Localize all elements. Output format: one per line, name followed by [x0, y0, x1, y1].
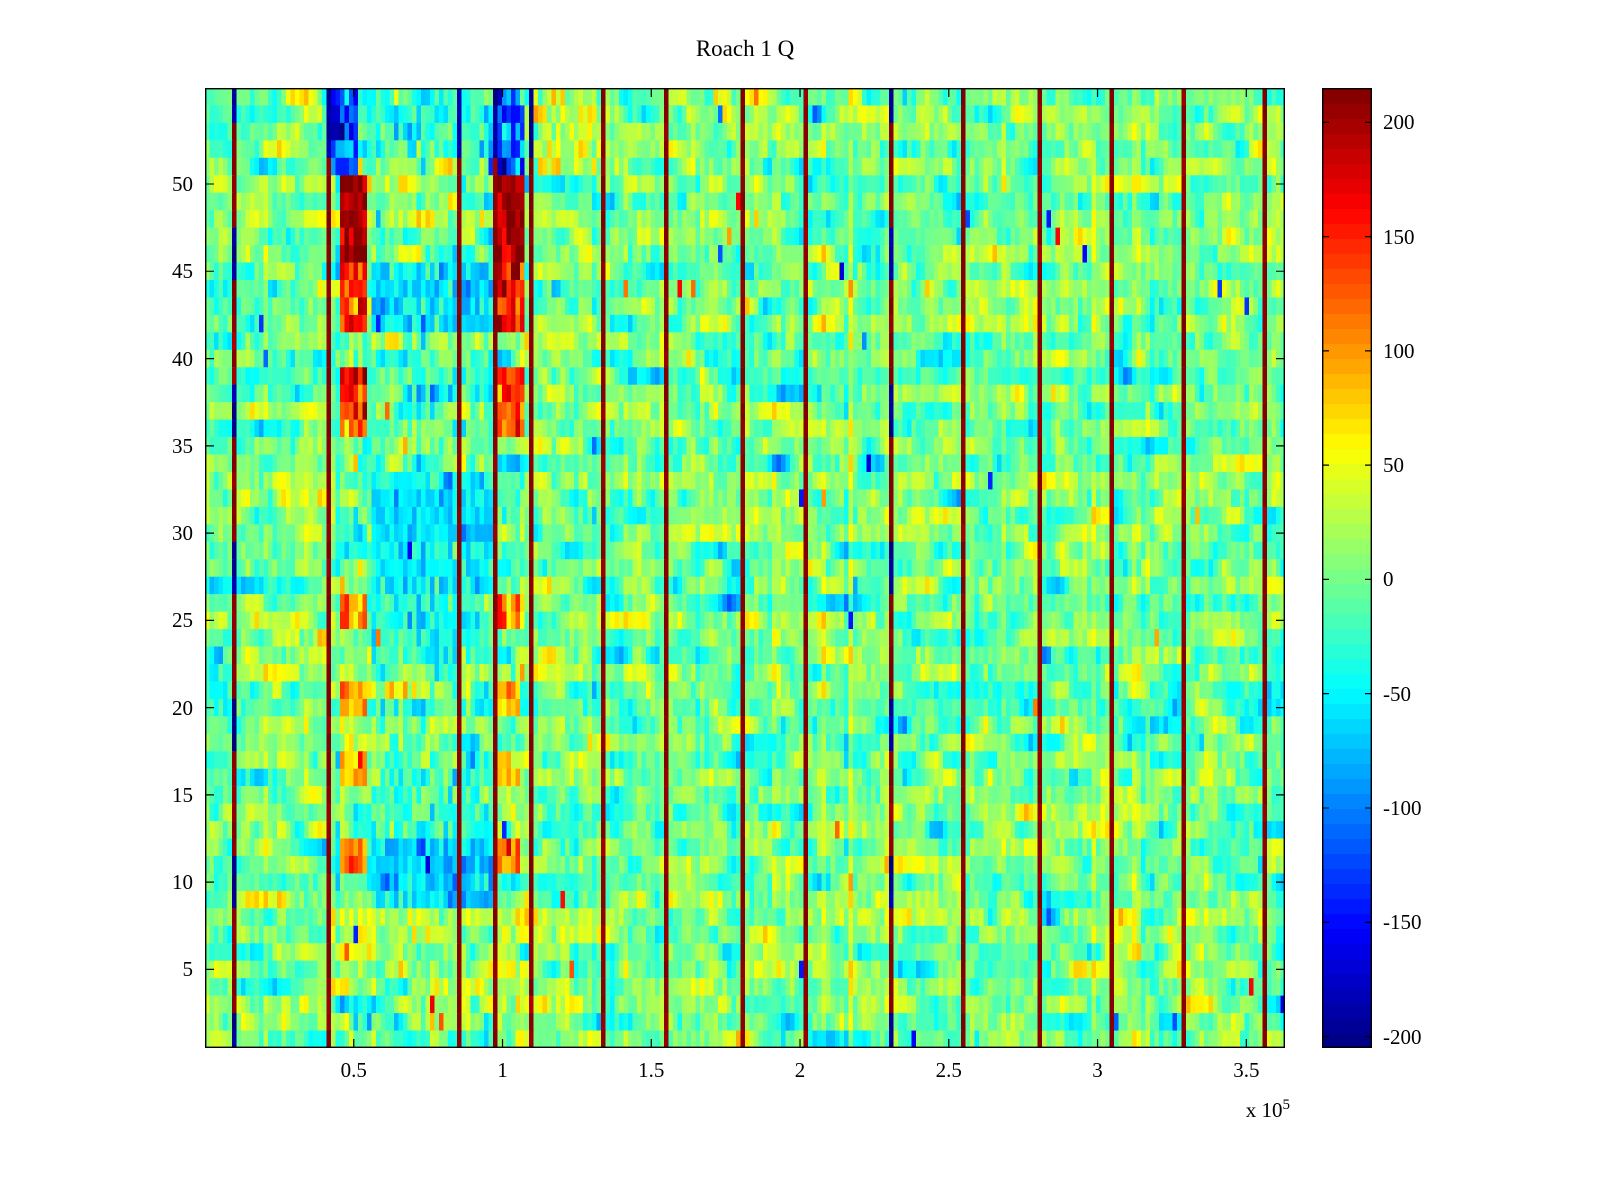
colorbar-tick-label: -150 [1383, 910, 1422, 935]
y-tick-label: 50 [172, 172, 193, 196]
y-tick-label: 45 [172, 259, 193, 284]
colorbar-tick-label: 200 [1383, 110, 1415, 135]
y-tick-label: 25 [172, 608, 193, 633]
y-tick-label: 5 [182, 957, 194, 982]
colorbar-tick-label: -100 [1383, 796, 1422, 820]
x-tick-label: 3.5 [1233, 1058, 1260, 1082]
colorbar-tick-label: -50 [1383, 681, 1411, 706]
colorbar [1322, 88, 1372, 1048]
x-tick-label: 0.5 [340, 1058, 367, 1082]
x-tick-label: 2.5 [935, 1058, 962, 1082]
heatmap-canvas [205, 88, 1285, 1048]
colorbar-tick-label: 150 [1383, 224, 1415, 249]
y-tick-label: 30 [172, 521, 193, 546]
x-axis-exponent-label: x 105 [1150, 1097, 1290, 1123]
colorbar-tick-label: -200 [1383, 1024, 1422, 1049]
x-tick-label: 1.5 [638, 1058, 665, 1082]
exponent-prefix: x 10 [1245, 1098, 1283, 1122]
exponent-value: 5 [1282, 1097, 1291, 1113]
colorbar-tick-label: 100 [1383, 338, 1415, 363]
y-tick-label: 10 [172, 870, 193, 895]
chart-title: Roach 1 Q [695, 36, 795, 61]
y-tick-label: 15 [172, 782, 193, 807]
y-tick-label: 40 [172, 346, 193, 371]
colorbar-tick-label: 0 [1383, 567, 1394, 592]
colorbar-tick-label: 50 [1383, 453, 1404, 478]
y-tick-label: 35 [172, 433, 193, 458]
x-tick-label: 3 [1092, 1058, 1103, 1082]
y-tick-label: 20 [172, 695, 193, 720]
x-tick-label: 1 [497, 1058, 508, 1082]
x-tick-label: 2 [794, 1058, 806, 1082]
